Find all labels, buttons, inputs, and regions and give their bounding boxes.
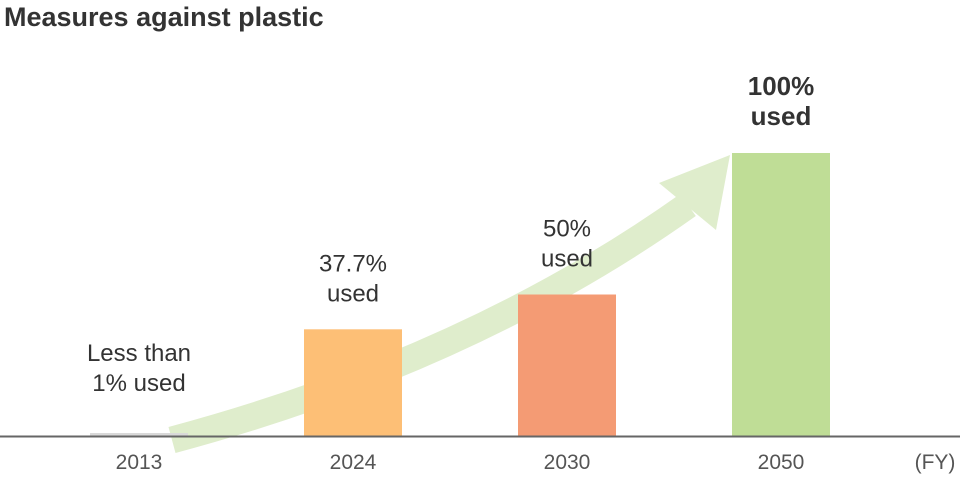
x-tick-label: 2013 [116, 451, 163, 474]
data-label-2013: 1% used [92, 370, 185, 397]
bar-2024 [304, 329, 402, 436]
trend-arrow [168, 155, 730, 454]
trend-arrow-shaft [168, 193, 696, 454]
data-label-2030: used [541, 246, 593, 273]
x-axis-unit-label: (FY) [915, 451, 956, 474]
x-tick-label: 2024 [330, 451, 377, 474]
x-tick-label: 2050 [758, 451, 805, 474]
bar-2030 [518, 294, 616, 436]
data-label-2030: 50% [543, 216, 591, 243]
chart-title: Measures against plastic [4, 2, 324, 32]
data-label-2013: Less than [87, 340, 191, 367]
x-tick-label: 2030 [544, 451, 591, 474]
data-label-2024: 37.7% [319, 250, 387, 277]
trend-arrow-head [659, 155, 730, 230]
data-label-2050: 100% [748, 71, 815, 101]
data-label-2024: used [327, 280, 379, 307]
data-label-2050: used [751, 101, 812, 131]
bar-2013 [90, 433, 188, 436]
bar-2050 [732, 153, 830, 436]
